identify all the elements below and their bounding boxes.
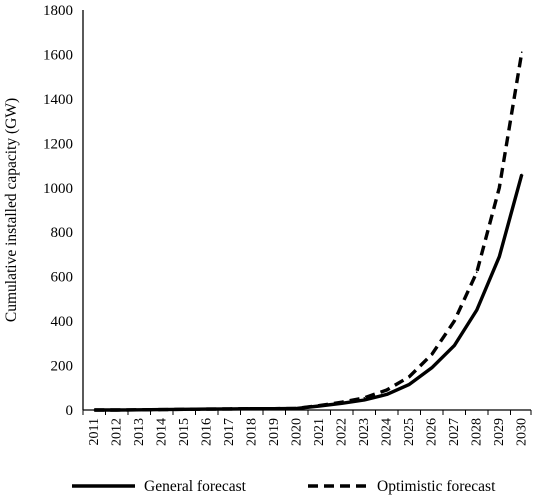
data-point [408, 383, 411, 386]
y-tick-label: 800 [51, 225, 74, 241]
data-point [498, 186, 501, 189]
x-tick-label: 2030 [514, 418, 529, 446]
y-tick-label: 1600 [43, 47, 73, 63]
data-point [318, 404, 321, 407]
x-tick-label: 2028 [469, 418, 484, 446]
x-tick-label: 2021 [312, 418, 327, 446]
x-tick-label: 2017 [222, 418, 237, 446]
y-tick-label: 1000 [43, 181, 73, 197]
x-axis: 2011 2012 2013 2014 2015 2016 2017 2018 2019 2020… [82, 409, 532, 446]
series-layer [93, 51, 524, 412]
data-point [273, 407, 276, 410]
data-point [453, 344, 456, 347]
x-tick-label: 2025 [402, 418, 417, 446]
x-tick-label: 2027 [447, 418, 462, 446]
series-line-optimistic [94, 51, 524, 412]
y-tick-label: 600 [51, 270, 74, 286]
x-tick-label: 2014 [154, 418, 169, 446]
x-tick-label: 2011 [87, 418, 102, 445]
y-tick-label: 400 [51, 314, 74, 330]
x-tick-label: 2016 [199, 418, 214, 446]
data-point [138, 408, 141, 411]
data-point [93, 409, 96, 411]
x-tick-label: 2015 [177, 418, 192, 446]
data-point [363, 399, 366, 401]
data-point [183, 408, 186, 411]
data-point [115, 409, 118, 411]
y-tick-label: 200 [51, 359, 74, 375]
data-point [295, 407, 298, 410]
data-point [228, 408, 231, 410]
y-tick-label: 0 [66, 403, 74, 419]
data-point [408, 375, 411, 378]
y-tick-label: 1200 [43, 136, 73, 152]
legend: General forecast Optimistic forecast [72, 478, 496, 495]
x-tick-label: 2018 [244, 418, 259, 446]
data-point [453, 320, 456, 322]
x-tick-label: 2022 [334, 418, 349, 446]
y-axis-title: Cumulative installed capacity (GW) [3, 98, 20, 322]
data-point [430, 366, 433, 369]
data-point [160, 408, 163, 411]
y-tick-label: 1400 [43, 92, 73, 108]
x-tick-label: 2012 [109, 418, 124, 446]
data-point [385, 393, 388, 396]
x-tick-label: 2029 [492, 418, 507, 446]
data-point [340, 401, 343, 404]
data-point [430, 353, 433, 356]
data-point [475, 271, 478, 274]
y-axis: 0 200 400 600 800 1000 1200 1400 1600 1800 [43, 3, 84, 419]
data-point [363, 396, 366, 399]
x-tick-label: 2020 [289, 418, 304, 446]
x-tick-label: 2013 [132, 418, 147, 446]
series-line-general [94, 173, 524, 412]
data-point [475, 309, 478, 311]
legend-label: Optimistic forecast [377, 478, 496, 495]
data-point [250, 407, 253, 410]
data-point [498, 255, 501, 258]
x-tick-label: 2019 [267, 418, 282, 446]
data-point [385, 389, 388, 391]
y-tick-label: 1800 [43, 3, 73, 19]
x-tick-label: 2026 [424, 418, 439, 446]
legend-label: General forecast [144, 478, 247, 495]
x-tick-label: 2024 [379, 418, 394, 446]
data-point [205, 408, 208, 410]
data-point [520, 173, 523, 176]
x-tick-label: 2023 [357, 418, 372, 446]
data-point [520, 51, 523, 54]
